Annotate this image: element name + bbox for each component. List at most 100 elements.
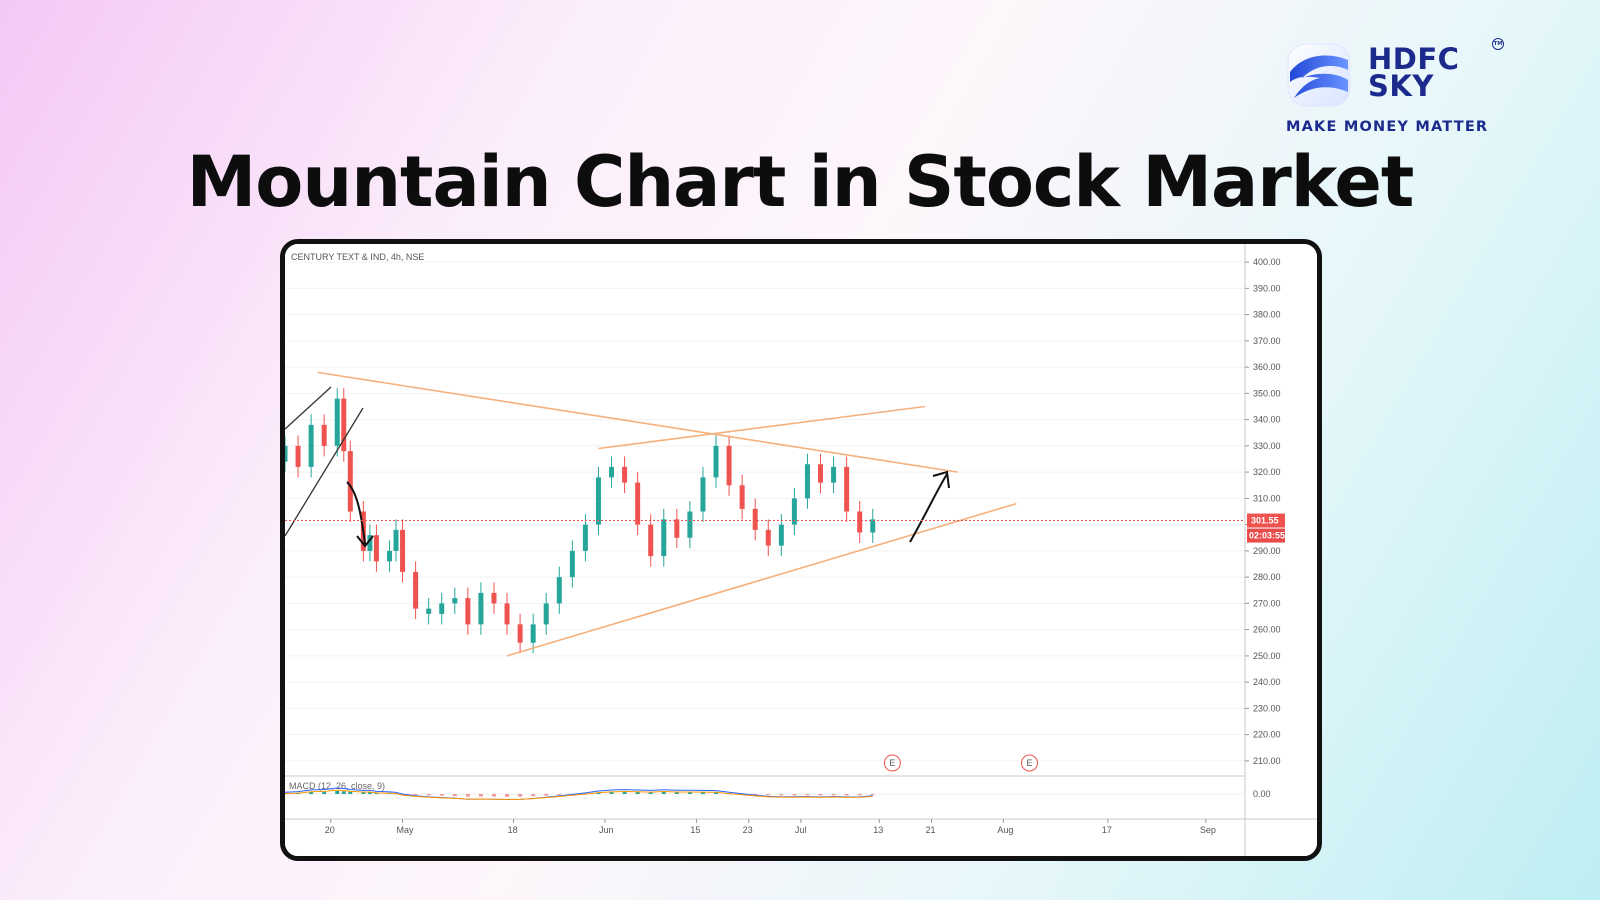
candle-body xyxy=(648,524,654,557)
hdfc-sky-swoosh-icon xyxy=(1287,43,1351,107)
macd-histogram-bar xyxy=(844,794,849,796)
candle-body xyxy=(635,482,641,525)
candle-body xyxy=(778,524,784,546)
y-tick-label: 250.00 xyxy=(1253,651,1281,661)
macd-histogram-bar xyxy=(792,794,797,796)
y-tick-label: 270.00 xyxy=(1253,598,1281,608)
y-tick-label: 340.00 xyxy=(1253,415,1281,425)
y-tick-label: 330.00 xyxy=(1253,441,1281,451)
macd-histogram-bar xyxy=(544,794,549,796)
candle-body xyxy=(393,529,399,551)
countdown-label: 02:03:55 xyxy=(1249,531,1285,541)
y-tick-label: 230.00 xyxy=(1253,703,1281,713)
macd-histogram-bar xyxy=(831,794,836,796)
candle-body xyxy=(831,466,837,483)
macd-histogram-bar xyxy=(531,794,536,797)
candle-body xyxy=(622,466,628,483)
macd-histogram-bar xyxy=(322,791,327,794)
up-arrow-drawing xyxy=(909,470,950,543)
candle-body xyxy=(400,529,406,572)
macd-histogram-bar xyxy=(674,792,679,794)
page-title: Mountain Chart in Stock Market xyxy=(186,141,1415,223)
macd-zero-tick: 0.00 xyxy=(1253,789,1271,799)
candle-body xyxy=(321,424,327,446)
price-axis: 400.00 390.00 380.00 370.00 360.00 350.00 340.… xyxy=(285,244,1285,856)
x-tick-label: Sep xyxy=(1200,825,1216,835)
candle-body xyxy=(452,598,458,604)
y-tick-label: 370.00 xyxy=(1253,336,1281,346)
earnings-marker-label: E xyxy=(1026,758,1032,768)
y-tick-label: 310.00 xyxy=(1253,493,1281,503)
macd-histogram-bar xyxy=(518,794,523,797)
logo-wordmark: HDFC SKY xyxy=(1368,42,1460,101)
trendline-channel xyxy=(598,405,926,450)
chart-symbol-label: CENTURY TEXT & IND, 4h, NSE xyxy=(291,252,424,262)
candle-body xyxy=(726,445,732,486)
macd-histogram-bar xyxy=(714,792,719,794)
candles-layer xyxy=(285,388,876,654)
candle-body xyxy=(818,464,824,483)
x-tick-label: Jun xyxy=(599,825,614,835)
y-tick-label: 280.00 xyxy=(1253,572,1281,582)
macd-histogram-bar xyxy=(805,794,810,796)
candle-body xyxy=(478,592,484,625)
candle-body xyxy=(739,485,745,509)
candle-body xyxy=(844,466,850,512)
candle-body xyxy=(700,477,706,512)
y-tick-label: 400.00 xyxy=(1253,257,1281,267)
macd-histogram-bar xyxy=(505,794,510,797)
macd-histogram-bar xyxy=(635,791,640,794)
logo-line1: HDFC xyxy=(1368,42,1460,76)
trendlines-layer xyxy=(317,371,1017,657)
candle-body xyxy=(609,466,615,478)
macd-panel: MACD (12, 26, close, 9) 0.00 xyxy=(285,781,1271,800)
macd-histogram-bar xyxy=(596,792,601,794)
candle-body xyxy=(386,550,392,562)
x-tick-label: 23 xyxy=(743,825,753,835)
macd-histogram-bar xyxy=(491,794,496,797)
trendline-upper xyxy=(317,371,958,473)
candle-body xyxy=(556,577,562,604)
macd-histogram-bar xyxy=(341,791,346,794)
macd-histogram-bar xyxy=(687,792,692,794)
x-tick-label: May xyxy=(397,825,415,835)
candle-body xyxy=(713,445,719,478)
candle-body xyxy=(530,624,536,643)
candle-body xyxy=(426,608,432,614)
logo-tagline: MAKE MONEY MATTER xyxy=(1286,119,1489,135)
candle-body xyxy=(373,535,379,562)
chart-frame: 400.00 390.00 380.00 370.00 360.00 350.00 340.… xyxy=(280,239,1322,861)
macd-histogram-bar xyxy=(622,791,627,794)
macd-histogram-bar xyxy=(413,794,418,795)
macd-line xyxy=(285,787,873,800)
x-tick-label: 21 xyxy=(926,825,936,835)
y-tick-label: 390.00 xyxy=(1253,283,1281,293)
candle-body xyxy=(439,603,445,614)
macd-label: MACD (12, 26, close, 9) xyxy=(289,781,385,791)
x-tick-label: 17 xyxy=(1102,825,1112,835)
earnings-marker-label: E xyxy=(889,758,895,768)
y-tick-label: 290.00 xyxy=(1253,546,1281,556)
countdown-tag xyxy=(1247,528,1285,543)
macd-histogram-bar xyxy=(367,792,372,794)
macd-histogram-bar xyxy=(870,794,875,795)
macd-histogram-bar xyxy=(857,794,862,796)
candle-body xyxy=(752,508,758,530)
y-tick-label: 380.00 xyxy=(1253,310,1281,320)
macd-histogram-bar xyxy=(426,794,431,796)
y-tick-label: 260.00 xyxy=(1253,625,1281,635)
candle-body xyxy=(413,571,419,609)
candle-body xyxy=(857,511,863,533)
current-price-tag xyxy=(1247,513,1285,528)
candle-body xyxy=(765,529,771,546)
macd-histogram-bar xyxy=(661,791,666,794)
candlestick-chart: 400.00 390.00 380.00 370.00 360.00 350.00 340.… xyxy=(285,244,1317,856)
candle-body xyxy=(504,603,510,625)
candle-body xyxy=(674,519,680,538)
macd-histogram-bar xyxy=(700,792,705,794)
candle-body xyxy=(543,603,549,625)
time-axis: 20 May 18 Jun 15 23 Jul 13 21 Aug 17 Sep xyxy=(325,819,1216,835)
candle-body xyxy=(334,398,340,446)
macd-histogram-bar xyxy=(465,794,470,797)
trendline-lower xyxy=(506,502,1017,657)
